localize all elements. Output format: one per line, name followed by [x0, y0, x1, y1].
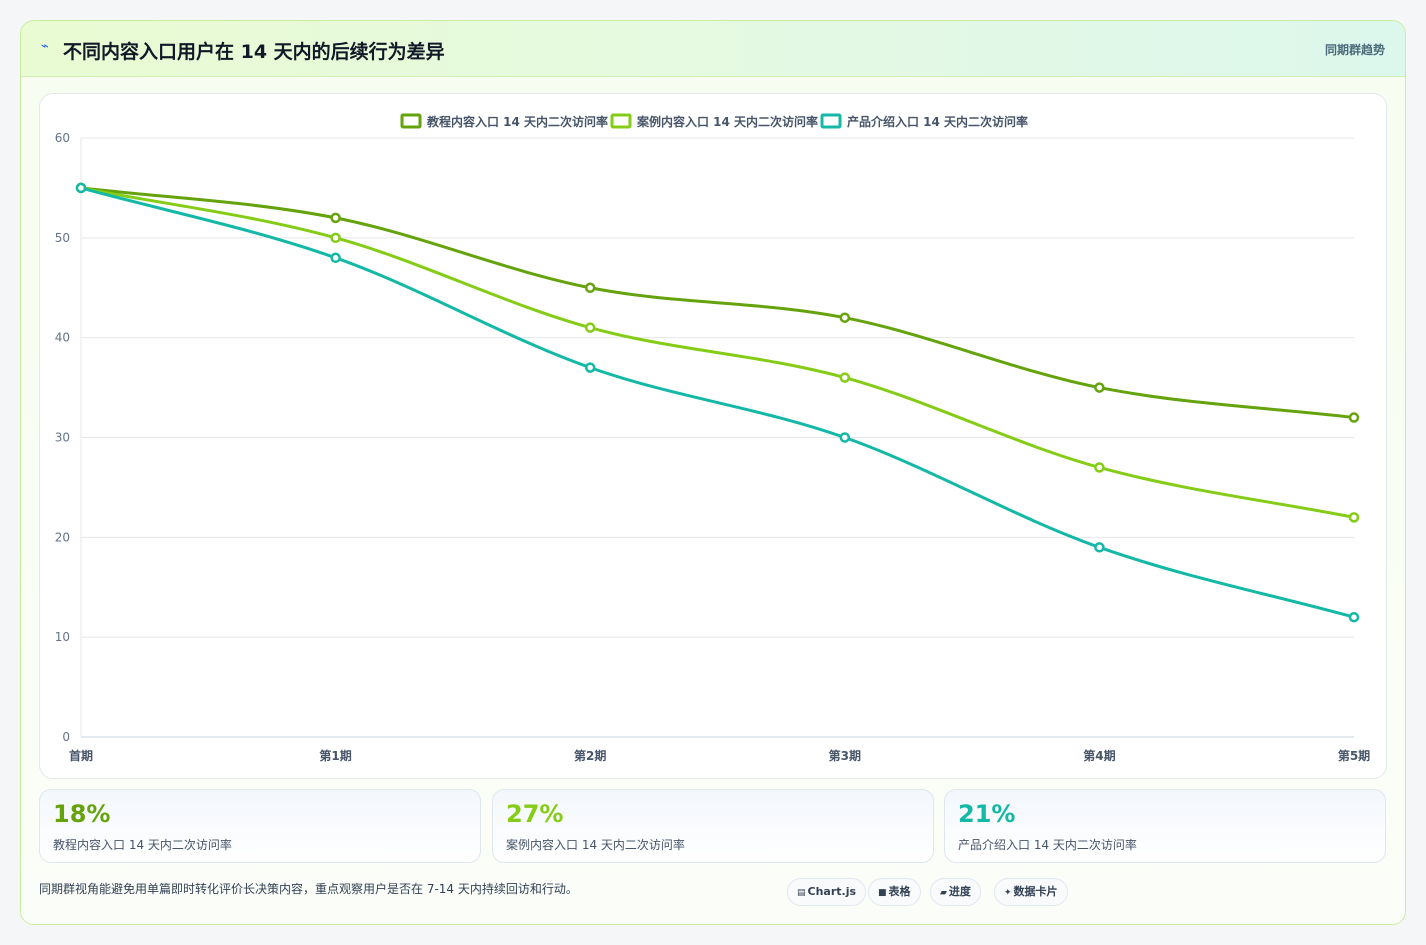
x-tick-label: 第5期 [1338, 748, 1370, 763]
footnote: 同期群视角能避免用单篇即时转化评价长决策内容，重点观察用户是否在 7-14 天内… [39, 882, 578, 896]
table-icon: ■ [878, 888, 887, 898]
pill-label: 数据卡片 [1013, 885, 1058, 898]
stat-card-tutorial: 18% 教程内容入口 14 天内二次访问率 [39, 789, 481, 863]
data-point [584, 322, 596, 333]
y-tick-label: 30 [55, 431, 70, 445]
legend-swatch [820, 113, 842, 129]
data-point [330, 232, 341, 244]
data-point [839, 372, 851, 383]
chart-panel: 0 10 20 30 40 50 60 首期 第1期 第2期 第3期 第4期 第5期 教程内容入口 14 … [39, 93, 1387, 779]
stat-card-product: 21% 产品介绍入口 14 天内二次访问率 [944, 789, 1386, 863]
data-point [584, 282, 596, 293]
x-tick-label: 首期 [69, 748, 93, 763]
pill-label: Chart.js [807, 885, 857, 898]
sparkle-icon: ✦ [1004, 888, 1012, 898]
x-tick-label: 第4期 [1083, 748, 1115, 763]
x-tick-label: 第1期 [319, 748, 351, 763]
stat-value: 18% [53, 800, 111, 828]
data-point [1094, 542, 1105, 553]
legend-label: 产品介绍入口 14 天内二次访问率 [847, 114, 1028, 129]
pill-table[interactable]: ■ 表格 [868, 878, 921, 906]
stat-value: 21% [958, 800, 1016, 828]
data-point [1094, 382, 1105, 393]
card-body: 0 10 20 30 40 50 60 首期 第1期 第2期 第3期 第4期 第5期 教程内容入口 14 … [21, 77, 1405, 924]
data-point [75, 182, 87, 194]
data-point [1348, 611, 1360, 623]
data-point [330, 212, 341, 224]
data-point [839, 432, 851, 443]
data-point [1348, 512, 1360, 523]
legend-label: 教程内容入口 14 天内二次访问率 [426, 114, 608, 129]
progress-icon: ▰ [940, 888, 947, 898]
stat-label: 教程内容入口 14 天内二次访问率 [53, 838, 232, 852]
stat-label: 案例内容入口 14 天内二次访问率 [506, 838, 685, 852]
series-line-1 [79, 186, 1356, 420]
pill-progress[interactable]: ▰ 进度 [930, 878, 981, 906]
stat-label: 产品介绍入口 14 天内二次访问率 [958, 838, 1137, 852]
data-point [330, 252, 341, 264]
y-tick-label: 60 [55, 131, 70, 145]
pill-label: 表格 [888, 885, 911, 898]
data-point [584, 362, 596, 373]
y-tick-label: 40 [55, 331, 70, 345]
card-header: ⌁ 不同内容入口用户在 14 天内的后续行为差异 同期群趋势 [21, 21, 1405, 77]
y-tick-label: 10 [55, 630, 70, 644]
chart-icon: ▤ [797, 888, 806, 898]
y-tick-label: 20 [55, 530, 70, 544]
x-tick-label: 第3期 [829, 748, 861, 763]
legend-label: 案例内容入口 14 天内二次访问率 [636, 114, 818, 129]
stat-card-case: 27% 案例内容入口 14 天内二次访问率 [492, 789, 934, 863]
y-tick-label: 50 [55, 231, 70, 245]
data-point [1348, 412, 1360, 423]
page-title: 不同内容入口用户在 14 天内的后续行为差异 [63, 41, 445, 63]
trend-card: ⌁ 不同内容入口用户在 14 天内的后续行为差异 同期群趋势 0 10 20 30 40… [20, 20, 1406, 925]
series-line-3 [79, 186, 1356, 619]
trend-icon: ⌁ [41, 39, 49, 54]
series-line-2 [79, 186, 1356, 519]
header-tag: 同期群趋势 [1324, 43, 1385, 57]
legend-swatch [400, 113, 422, 129]
y-tick-label: 0 [62, 730, 70, 744]
data-point [839, 312, 851, 323]
data-point [1094, 462, 1105, 473]
pill-chartjs[interactable]: ▤ Chart.js [787, 878, 867, 906]
legend-swatch [610, 113, 632, 129]
pill-label: 进度 [948, 885, 971, 898]
line-chart: 0 10 20 30 40 50 60 首期 第1期 第2期 第3期 第4期 第5期 教程内容入口 14 … [55, 113, 1370, 763]
stat-value: 27% [506, 800, 564, 828]
x-tick-label: 第2期 [574, 748, 606, 763]
pill-data-card[interactable]: ✦ 数据卡片 [994, 878, 1068, 906]
